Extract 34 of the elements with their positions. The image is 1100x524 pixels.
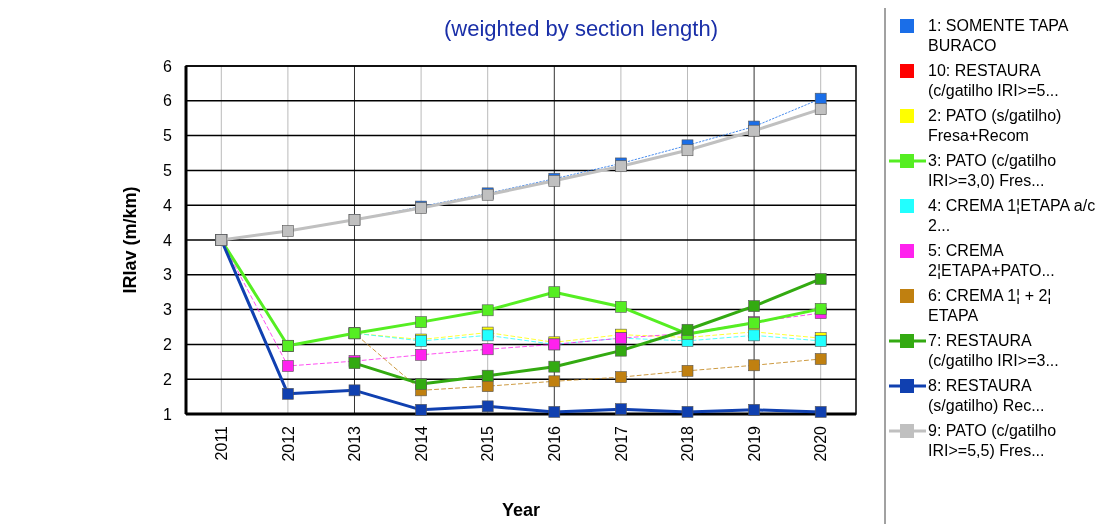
y-tick-label: 2 bbox=[163, 336, 173, 353]
y-tick-label: 4 bbox=[163, 231, 173, 249]
y-axis-title: IRIav (m/km) bbox=[120, 186, 140, 294]
y-tick-label: 4 bbox=[163, 196, 173, 214]
y-tick-label: 5 bbox=[163, 127, 173, 145]
chart-title: (weighted by section length) bbox=[444, 16, 718, 41]
x-tick-label: 2018 bbox=[679, 425, 697, 462]
y-tick-label: 6 bbox=[163, 57, 173, 75]
legend-label: 9: PATO (c/gatilho IRI>=5,5) Fres... bbox=[928, 422, 1057, 459]
x-tick-label: 2019 bbox=[745, 425, 763, 462]
legend-label: 7: RESTAURA (c/gatilho IRI>=3... bbox=[928, 332, 1059, 369]
y-tick-label: 2 bbox=[163, 370, 173, 388]
x-tick-label: 2011 bbox=[212, 425, 230, 461]
legend-label: 10: RESTAURA (c/gatilho IRI>=5... bbox=[928, 62, 1059, 99]
x-tick-label: 2016 bbox=[545, 425, 563, 462]
y-tick-label: 1 bbox=[163, 405, 173, 423]
x-tick-label: 2015 bbox=[479, 425, 497, 462]
x-tick-label: 2014 bbox=[412, 425, 430, 462]
legend-label: 8: RESTAURA (s/gatilho) Rec... bbox=[928, 377, 1045, 414]
x-axis-title: Year bbox=[501, 500, 541, 520]
y-tick-label: 3 bbox=[163, 301, 173, 319]
legend-label: 5: CREMA 2¦ETAPA+PATO... bbox=[928, 242, 1055, 279]
legend-label: 1: SOMENTE TAPA BURACO bbox=[928, 17, 1069, 54]
x-tick-label: 2017 bbox=[612, 425, 630, 462]
y-tick-label: 6 bbox=[163, 92, 173, 110]
x-tick-label: 2012 bbox=[279, 425, 297, 462]
x-tick-label: 2020 bbox=[812, 425, 830, 462]
legend-label: 2: PATO (s/gatilho) Fresa+Recom bbox=[928, 107, 1062, 144]
legend-label: 4: CREMA 1¦ETAPA a/c 2... bbox=[928, 197, 1096, 234]
legend-label: 6: CREMA 1¦ + 2¦ ETAPA bbox=[928, 287, 1052, 324]
y-tick-label: 3 bbox=[163, 266, 173, 284]
y-tick-label: 5 bbox=[163, 162, 173, 179]
x-tick-label: 2013 bbox=[346, 425, 364, 462]
legend-label: 3: PATO (c/gatilho IRI>=3,0) Fres... bbox=[928, 152, 1057, 189]
